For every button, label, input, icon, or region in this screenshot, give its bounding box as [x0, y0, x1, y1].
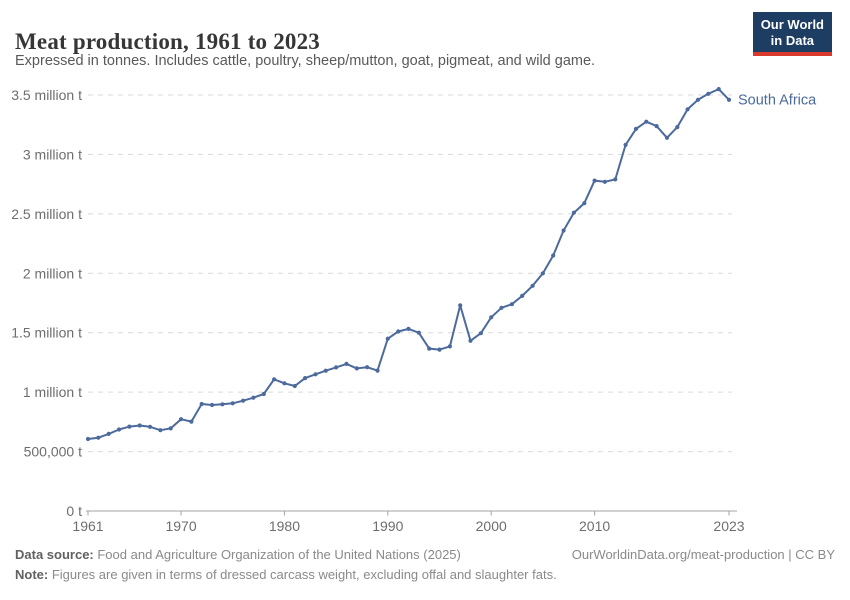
data-point-2003[interactable]	[520, 293, 525, 298]
data-point-2020[interactable]	[695, 97, 701, 102]
data-point-2009[interactable]	[582, 201, 587, 206]
data-point-1969[interactable]	[168, 426, 173, 431]
chart-footer: Data source: Food and Agriculture Organi…	[0, 545, 850, 585]
data-point-2014[interactable]	[633, 126, 639, 131]
series-line[interactable]	[87, 88, 730, 440]
data-source-label: Data source:	[15, 547, 94, 562]
data-point-1978[interactable]	[261, 391, 266, 397]
data-point-1985[interactable]	[334, 365, 339, 370]
owid-logo[interactable]: Our World in Data	[752, 12, 832, 57]
owid-logo-line2: in Data	[770, 32, 815, 48]
entity-label[interactable]: South Africa	[738, 92, 817, 108]
x-axis-tick-label: 1961	[72, 518, 103, 534]
data-point-1968[interactable]	[158, 428, 163, 433]
data-point-1963[interactable]	[106, 431, 111, 436]
data-point-1991[interactable]	[396, 329, 401, 334]
page-subtitle: Expressed in tonnes. Includes cattle, po…	[15, 53, 596, 69]
data-point-2012[interactable]	[613, 177, 618, 182]
data-point-1964[interactable]	[116, 427, 122, 432]
data-point-1975[interactable]	[230, 401, 235, 406]
y-axis-tick-label: 500,000 t	[24, 444, 82, 460]
data-point-1971[interactable]	[189, 419, 194, 424]
data-point-2000[interactable]	[489, 315, 494, 320]
data-point-1980[interactable]	[282, 381, 287, 386]
data-point-2010[interactable]	[592, 178, 597, 183]
data-point-2004[interactable]	[530, 283, 535, 288]
data-point-1999[interactable]	[478, 331, 483, 336]
owid-url-link[interactable]: OurWorldinData.org/meat-production	[571, 547, 785, 562]
footer-note-row: Note: Figures are given in terms of dres…	[15, 565, 835, 585]
data-point-2002[interactable]	[509, 302, 514, 307]
y-axis-tick-label: 1.5 million t	[11, 325, 82, 341]
data-point-1994[interactable]	[427, 346, 432, 351]
data-point-2006[interactable]	[551, 253, 556, 258]
data-point-2017[interactable]	[664, 135, 670, 140]
note-label: Note:	[15, 567, 49, 583]
data-point-1965[interactable]	[127, 424, 132, 429]
page-title: Meat production, 1961 to 2023	[15, 29, 321, 55]
y-axis-tick-label: 3 million t	[23, 146, 82, 162]
x-axis-tick-label: 2023	[713, 518, 744, 534]
data-source-text: Food and Agriculture Organization of the…	[93, 547, 461, 562]
data-point-1970[interactable]	[178, 417, 184, 422]
data-point-1976[interactable]	[241, 398, 246, 403]
data-point-1987[interactable]	[354, 366, 359, 371]
data-point-1989[interactable]	[375, 368, 380, 373]
y-axis-tick-label: 2.5 million t	[11, 206, 82, 222]
data-point-1996[interactable]	[447, 344, 452, 349]
data-point-1982[interactable]	[303, 376, 308, 381]
data-point-2019[interactable]	[685, 107, 690, 112]
x-axis-tick-label: 2010	[579, 518, 610, 534]
data-point-1962[interactable]	[96, 435, 101, 440]
note-text: Figures are given in terms of dressed ca…	[48, 567, 557, 583]
data-point-1986[interactable]	[344, 361, 349, 366]
data-point-1961[interactable]	[85, 436, 91, 442]
owid-logo-line1: Our World	[760, 17, 824, 32]
data-point-1972[interactable]	[199, 401, 204, 407]
data-point-1988[interactable]	[365, 365, 370, 370]
license-text[interactable]: | CC BY	[784, 547, 835, 562]
data-point-2011[interactable]	[602, 179, 608, 184]
footer-source-row: Data source: Food and Agriculture Organi…	[15, 545, 835, 565]
data-point-2018[interactable]	[675, 125, 680, 130]
y-axis-tick-label: 0 t	[66, 503, 82, 519]
data-point-2016[interactable]	[654, 124, 659, 129]
data-point-1966[interactable]	[137, 423, 142, 428]
x-axis-tick-label: 2000	[476, 518, 507, 534]
data-point-1973[interactable]	[210, 402, 215, 408]
data-point-1981[interactable]	[292, 383, 297, 389]
data-point-1977[interactable]	[251, 395, 256, 400]
data-point-1974[interactable]	[220, 402, 225, 407]
chart-canvas[interactable]: 0 t 500,000 t 1 million t 1.5 million t 2 mi…	[0, 0, 850, 545]
data-point-2005[interactable]	[540, 271, 546, 276]
data-point-2023[interactable]	[726, 97, 732, 102]
data-point-1984[interactable]	[323, 368, 328, 373]
data-point-2022[interactable]	[716, 87, 721, 92]
y-axis-tick-label: 2 million t	[23, 265, 82, 281]
x-axis-tick-label: 1990	[372, 518, 403, 534]
data-point-2008[interactable]	[571, 210, 577, 215]
data-point-2015[interactable]	[644, 119, 649, 124]
data-point-1998[interactable]	[468, 338, 473, 343]
y-axis-tick-label: 1 million t	[23, 384, 82, 400]
data-point-2001[interactable]	[499, 305, 504, 310]
data-point-1967[interactable]	[147, 424, 153, 429]
data-point-1993[interactable]	[416, 330, 421, 335]
data-point-2013[interactable]	[623, 142, 628, 147]
data-point-1983[interactable]	[313, 372, 318, 377]
data-point-1997[interactable]	[458, 303, 463, 308]
data-point-2007[interactable]	[561, 228, 566, 233]
data-point-1990[interactable]	[385, 336, 390, 341]
data-point-1979[interactable]	[272, 377, 277, 382]
data-point-1992[interactable]	[406, 326, 411, 331]
data-point-2021[interactable]	[706, 91, 711, 96]
y-axis-tick-label: 3.5 million t	[11, 87, 82, 103]
x-axis-tick-label: 1970	[165, 518, 196, 534]
x-axis-tick-label: 1980	[269, 518, 300, 534]
data-point-1995[interactable]	[437, 347, 442, 352]
